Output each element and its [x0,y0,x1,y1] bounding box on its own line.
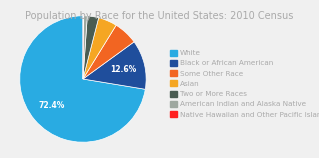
Wedge shape [83,25,134,79]
Wedge shape [83,42,146,89]
Legend: White, Black or African American, Some Other Race, Asian, Two or More Races, Ame: White, Black or African American, Some O… [169,48,319,119]
Text: 12.6%: 12.6% [110,65,136,74]
Wedge shape [83,18,116,79]
Wedge shape [20,16,145,142]
Wedge shape [83,16,87,79]
Text: 72.4%: 72.4% [38,101,65,110]
Wedge shape [83,16,84,79]
Text: Population by Race for the United States: 2010 Census: Population by Race for the United States… [25,11,294,21]
Wedge shape [83,16,99,79]
